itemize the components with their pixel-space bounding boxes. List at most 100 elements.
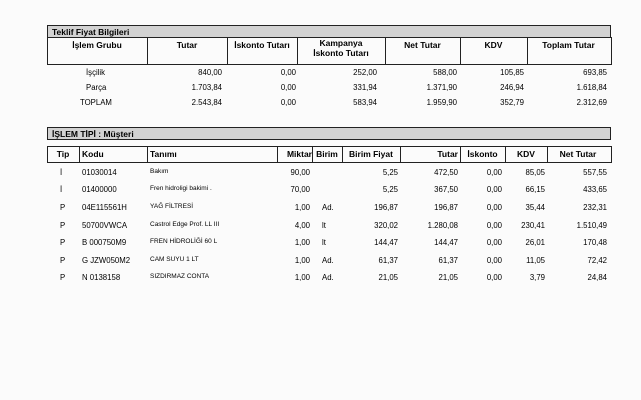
col-net-tutar: Net Tutar [404, 40, 441, 50]
cell-birim: Ad. [322, 256, 334, 265]
col-toplam-tutar: Toplam Tutar [542, 40, 595, 50]
cell-tanim: YAĞ FİLTRESİ [150, 203, 194, 210]
cell-tip: İ [60, 168, 63, 177]
cell-birim-fiyat: 320,02 [374, 221, 398, 230]
cell-birim: Ad. [322, 203, 334, 212]
col-iskonto-tutari: İskonto Tutarı [234, 40, 290, 50]
cell-tip: İ [60, 185, 63, 194]
net-value: 588,00 [433, 68, 457, 77]
cell-kdv: 35,44 [525, 203, 545, 212]
cell-tanim: SIZDIRMAZ CONTA [150, 273, 210, 280]
col-kampanya-line1: Kampanya [319, 38, 363, 48]
cell-birim-fiyat: 5,25 [382, 185, 398, 194]
cell-kod: 50700VWCA [82, 221, 128, 230]
cell-tanim: Castrol Edge Prof. LL III [150, 221, 220, 228]
cell-kdv: 230,41 [521, 221, 545, 230]
section2-title: İŞLEM TİPİ : Müşteri [47, 127, 611, 140]
iskonto-value: 0,00 [280, 98, 296, 107]
cell-kdv: 66,15 [525, 185, 545, 194]
tutar-value: 840,00 [198, 68, 222, 77]
cell-net: 232,31 [583, 203, 607, 212]
cell-net: 1.510,49 [576, 221, 607, 230]
cell-net: 24,84 [587, 273, 607, 282]
kampanya-value: 252,00 [353, 68, 377, 77]
cell-tip: P [60, 221, 66, 230]
cell-iskonto: 0,00 [486, 238, 502, 247]
cell-iskonto: 0,00 [486, 168, 502, 177]
iskonto-value: 0,00 [280, 68, 296, 77]
cell-net: 72,42 [587, 256, 607, 265]
kdv-value: 352,79 [500, 98, 524, 107]
cell-net: 433,65 [583, 185, 607, 194]
cell-birim-fiyat: 5,25 [382, 168, 398, 177]
cell-birim-fiyat: 144,47 [374, 238, 398, 247]
col-kdv: KDV [484, 40, 503, 50]
cell-tutar: 61,37 [438, 256, 458, 265]
kdv-value: 105,85 [500, 68, 524, 77]
tutar-value: 1.703,84 [191, 83, 222, 92]
cell-kdv: 3,79 [529, 273, 545, 282]
cell-miktar: 1,00 [294, 203, 310, 212]
cell-tanim: CAM SUYU 1 LT [150, 256, 199, 263]
cell-kod: B 000750M9 [82, 238, 127, 247]
cell-tutar: 1.280,08 [427, 221, 458, 230]
cell-tanim: FREN HİDROLİĞİ 60 L [150, 238, 218, 245]
net-value: 1.959,90 [426, 98, 457, 107]
kampanya-value: 583,94 [353, 98, 377, 107]
group-name: İşçilik [86, 68, 106, 77]
toplam-value: 2.312,69 [576, 98, 607, 107]
cell-iskonto: 0,00 [486, 203, 502, 212]
cell-birim-fiyat: 61,37 [378, 256, 398, 265]
col-kodu: Kodu [82, 149, 104, 159]
cell-miktar: 1,00 [294, 256, 310, 265]
cell-tanim: Fren hidroligi bakimi . [150, 185, 212, 192]
col-tutar: Tutar [437, 149, 458, 159]
col-net-tutar: Net Tutar [559, 149, 597, 159]
toplam-value: 1.618,84 [576, 83, 607, 92]
cell-birim: lt [322, 221, 326, 230]
kdv-value: 246,94 [500, 83, 524, 92]
cell-tip: P [60, 238, 66, 247]
col-kdv: KDV [517, 149, 535, 159]
col-birim-fiyat: Birim Fiyat [349, 149, 393, 159]
cell-tutar: 196,87 [434, 203, 458, 212]
cell-net: 170,48 [583, 238, 607, 247]
cell-tutar: 367,50 [434, 185, 458, 194]
cell-kdv: 11,05 [526, 256, 545, 265]
cell-iskonto: 0,00 [486, 185, 502, 194]
cell-kod: 01400000 [82, 185, 117, 194]
col-miktar: Miktar [286, 149, 312, 159]
cell-iskonto: 0,00 [486, 221, 502, 230]
cell-kod: N 0138158 [82, 273, 121, 282]
cell-birim: lt [322, 238, 326, 247]
cell-kod: 04E115561H [82, 203, 127, 212]
col-islem-grubu: İşlem Grubu [72, 40, 122, 50]
cell-tip: P [60, 256, 66, 265]
col-tanimi: Tanımı [150, 149, 177, 159]
col-kampanya-line2: İskonto Tutarı [313, 47, 369, 58]
col-iskonto: İskonto [467, 149, 498, 159]
group-name: Parça [86, 83, 107, 92]
cell-tutar: 21,05 [438, 273, 458, 282]
cell-kdv: 26,01 [525, 238, 545, 247]
cell-birim-fiyat: 196,87 [374, 203, 398, 212]
cell-miktar: 90,00 [290, 168, 310, 177]
cell-net: 557,55 [583, 168, 607, 177]
cell-kod: G JZW050M2 [82, 256, 131, 265]
cell-tip: P [60, 203, 66, 212]
group-name: TOPLAM [80, 98, 112, 107]
cell-miktar: 70,00 [290, 185, 310, 194]
cell-miktar: 1,00 [294, 273, 310, 282]
cell-iskonto: 0,00 [486, 256, 502, 265]
col-birim: Birim [316, 149, 338, 159]
cell-tip: P [60, 273, 66, 282]
iskonto-value: 0,00 [280, 83, 296, 92]
tutar-value: 2.543,84 [191, 98, 222, 107]
cell-miktar: 1,00 [294, 238, 310, 247]
toplam-value: 693,85 [583, 68, 607, 77]
cell-miktar: 4,00 [294, 221, 310, 230]
cell-tanim: Bakım [150, 168, 169, 175]
cell-tutar: 472,50 [434, 168, 458, 177]
section2-header-frame [47, 146, 612, 163]
